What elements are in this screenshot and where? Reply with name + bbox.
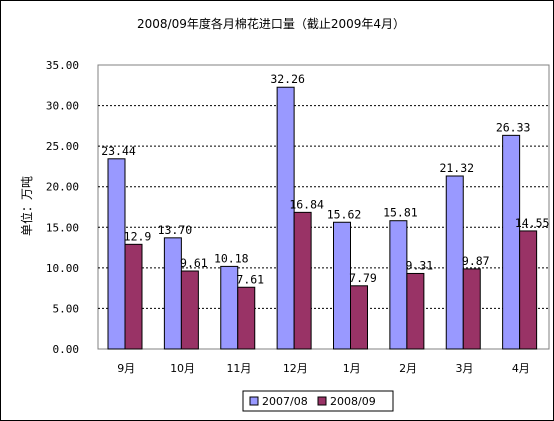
- data-label: 15.81: [383, 206, 418, 220]
- legend-swatch: [249, 396, 259, 406]
- data-label: 21.32: [439, 161, 474, 175]
- bar-series-2: [237, 286, 256, 350]
- data-label: 7.61: [236, 272, 264, 286]
- y-tick-labels: 0.00 5.00 10.00 15.00 20.00 25.00 30.00 35.00: [46, 59, 79, 356]
- data-label: 14.55: [515, 216, 550, 230]
- data-label: 12.9: [124, 229, 152, 243]
- data-label: 23.44: [101, 144, 136, 158]
- legend: 2007/08 2008/09: [242, 390, 394, 412]
- y-tick-label: 25.00: [46, 140, 79, 153]
- y-tick-label: 10.00: [46, 262, 79, 275]
- data-label: 16.84: [289, 197, 324, 211]
- x-tick-label: 9月: [117, 362, 135, 375]
- bar-series-2: [180, 270, 199, 350]
- legend-label: 2007/08: [262, 395, 308, 408]
- x-tick-label: 11月: [226, 362, 251, 375]
- data-label: 15.62: [327, 207, 362, 221]
- data-label: 7.79: [349, 271, 377, 285]
- data-label: 9.61: [180, 256, 208, 270]
- bar-series-2: [462, 268, 481, 350]
- y-tick-label: 15.00: [46, 221, 79, 234]
- x-tick-label: 4月: [512, 362, 530, 375]
- bar-series-2: [519, 230, 538, 350]
- legend-label: 2008/09: [330, 395, 376, 408]
- bar-series-1: [163, 237, 182, 350]
- bar-series-2: [293, 211, 312, 350]
- data-label: 9.87: [462, 254, 490, 268]
- bar-series-1: [107, 158, 126, 350]
- data-label: 32.26: [270, 72, 305, 86]
- y-axis-label: 单位：万吨: [19, 176, 34, 236]
- gridlines: [98, 105, 549, 309]
- y-tick-label: 30.00: [46, 100, 79, 113]
- bars: [107, 86, 538, 350]
- data-label: 10.18: [214, 251, 249, 265]
- bar-series-2: [350, 285, 368, 350]
- legend-swatch: [317, 396, 327, 406]
- data-label: 26.33: [496, 120, 531, 134]
- bar-series-1: [276, 86, 295, 350]
- bar-series-2: [124, 243, 143, 350]
- bar-series-1: [220, 265, 239, 350]
- y-tick-label: 0.00: [53, 343, 80, 356]
- x-tick-labels: 9月 10月 11月 12月 1月 2月 3月 4月: [117, 362, 530, 375]
- x-tick-label: 2月: [399, 362, 417, 375]
- bar-series-1: [445, 175, 464, 350]
- x-tick-label: 12月: [283, 362, 308, 375]
- bar-series-1: [502, 134, 521, 350]
- x-tick-label: 10月: [170, 362, 195, 375]
- y-tick-label: 35.00: [46, 59, 79, 72]
- data-label: 13.70: [158, 223, 193, 237]
- chart-title: 2008/09年度各月棉花进口量（截止2009年4月）: [137, 16, 405, 31]
- bar-series-1: [389, 220, 408, 350]
- data-label: 9.31: [406, 258, 434, 272]
- x-tick-label: 1月: [343, 362, 361, 375]
- y-tick-label: 20.00: [46, 181, 79, 194]
- y-tick-label: 5.00: [53, 302, 80, 315]
- x-tick-label: 3月: [455, 362, 473, 375]
- bar-series-1: [333, 221, 351, 350]
- bar-series-2: [406, 272, 425, 350]
